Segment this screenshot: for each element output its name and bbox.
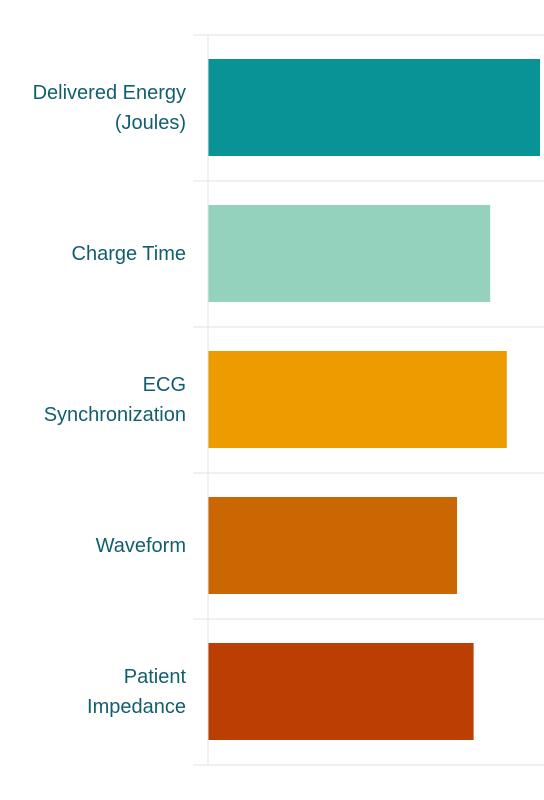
category-label: Waveform: [95, 535, 186, 557]
category-label: ECG Synchronization: [43, 374, 186, 426]
bar: [208, 205, 491, 302]
bar: [208, 59, 540, 156]
category-label: Patient Impedance: [87, 666, 186, 718]
category-label: Delivered Energy (Joules): [32, 82, 186, 134]
bar: [208, 497, 457, 594]
bar: [208, 643, 474, 740]
bar: [208, 351, 507, 448]
category-label: Charge Time: [71, 243, 187, 265]
